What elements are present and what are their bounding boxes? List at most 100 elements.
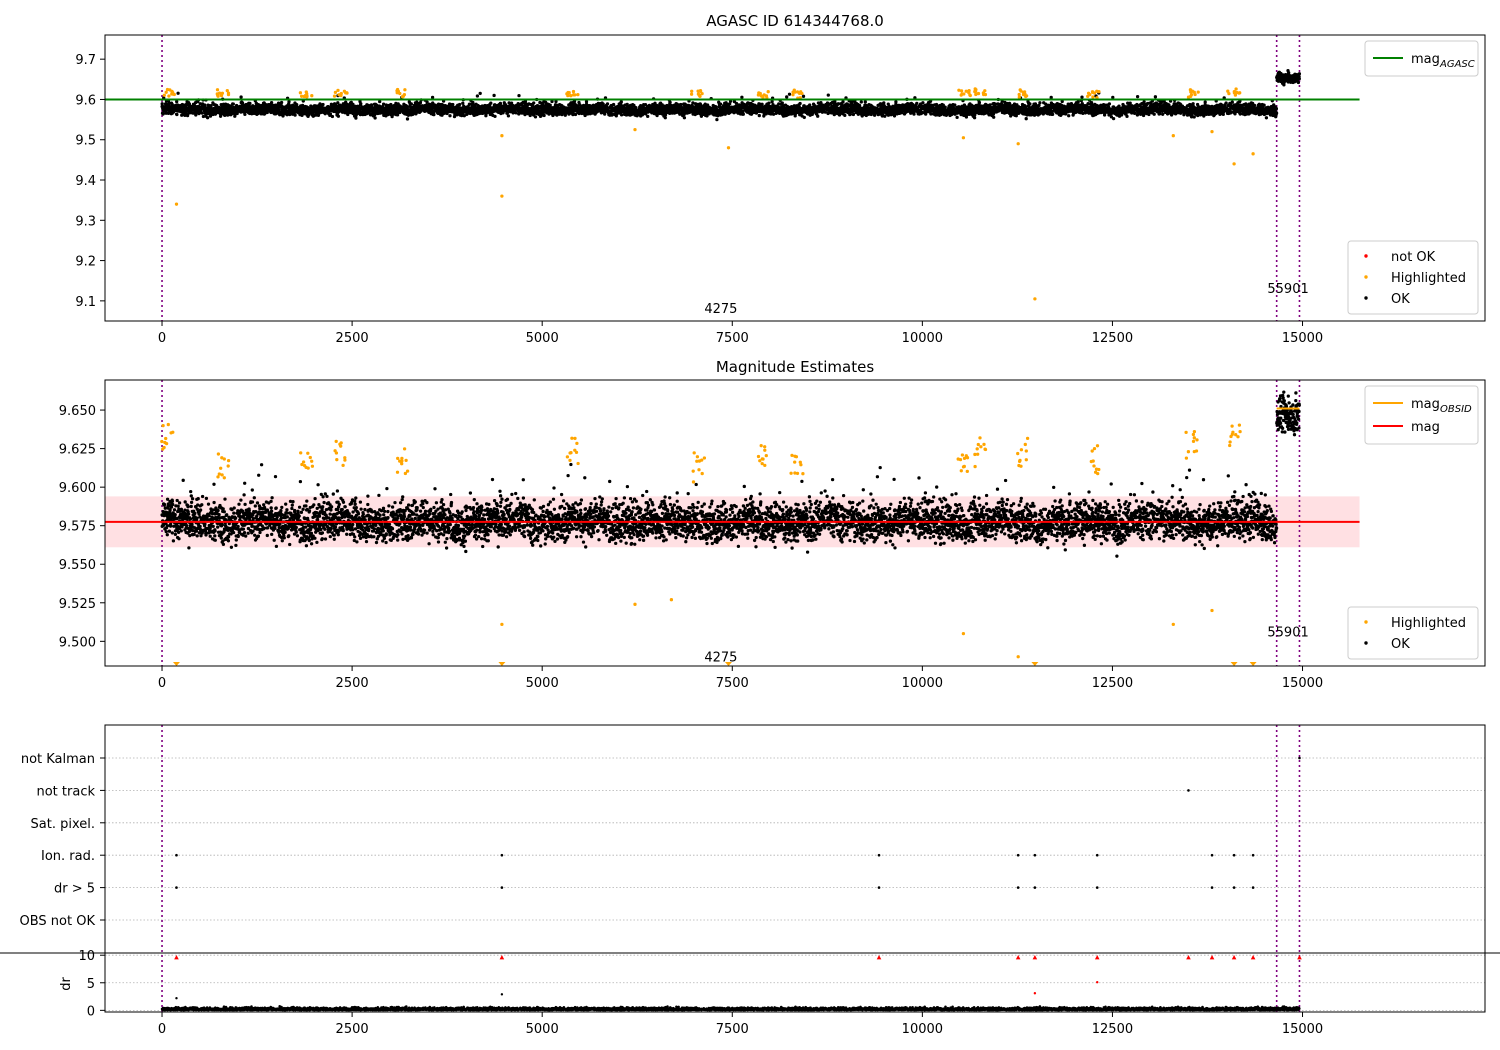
x-tick-label: 0 (158, 331, 166, 346)
dr-clipped-marker (174, 955, 179, 960)
marker-legend-swatch (1364, 641, 1368, 645)
flag-point (1016, 853, 1020, 857)
marker-legend-box (1347, 240, 1479, 315)
marker-legend-swatch (1364, 296, 1368, 300)
ok-points (160, 69, 1302, 122)
x-tick-label: 2500 (336, 676, 369, 691)
x-tick-label: 15000 (1282, 1022, 1323, 1037)
x-tick-label: 15000 (1282, 676, 1323, 691)
y-tick-label: 9.500 (59, 635, 96, 650)
x-tick-label: 2500 (336, 1022, 369, 1037)
flag-point (1095, 853, 1099, 857)
obsid-label: 4275 (704, 302, 737, 317)
panel-estimates-axes: 4275 55901 0 2500 5000 7500 10000 12500 15000 9.5… (59, 379, 1486, 691)
flag-point (175, 886, 178, 889)
x-tick-label: 12500 (1092, 331, 1133, 346)
line-legend-subscript: AGASC (1439, 59, 1475, 70)
panel-magnitudes-axes: 4275 55901 0 2500 5000 7500 10000 12500 15000 9.1… (75, 34, 1486, 346)
dr-clipped-marker (1231, 955, 1237, 960)
dr-tick-label: 0 (87, 1004, 95, 1019)
marker-legend-label: Highlighted (1391, 271, 1466, 286)
flag-row-label: Ion. rad. (41, 849, 95, 864)
ok-points (160, 390, 1301, 558)
plot-frame (104, 34, 1486, 322)
clipped-point-marker (1249, 662, 1257, 666)
flag-row-label: not Kalman (21, 752, 95, 767)
dr-clipped-marker (499, 955, 505, 960)
dr-outlier-point (500, 993, 504, 996)
obsid-label: 4275 (704, 650, 737, 665)
flag-point (1232, 886, 1236, 889)
x-tick-label: 10000 (902, 676, 943, 691)
flag-row-label: Sat. pixel. (31, 817, 95, 832)
flag-point (500, 886, 504, 889)
panel-estimates-data (105, 380, 1360, 666)
y-tick-label: 9.2 (75, 255, 96, 270)
marker-legend-box (1347, 606, 1479, 660)
flag-point (1251, 886, 1255, 889)
x-tick-label: 5000 (526, 676, 559, 691)
highlighted-points (162, 87, 1255, 301)
y-tick-label: 9.7 (75, 53, 96, 68)
chart-title-magnitudes: AGASC ID 614344768.0 (706, 12, 884, 30)
y-tick-label: 9.1 (75, 295, 96, 310)
flag-row-label: OBS not OK (20, 914, 96, 929)
flag-point (1095, 886, 1099, 889)
dr-outlier-point (1033, 992, 1037, 995)
clipped-point-marker (498, 662, 506, 666)
dr-outlier-point (175, 997, 178, 1000)
clipped-point-marker (724, 662, 732, 666)
y-tick-label: 9.4 (75, 174, 96, 189)
flag-row-label: not track (36, 784, 95, 799)
flag-point (1298, 756, 1301, 760)
dr-clipped-marker (1094, 955, 1100, 960)
panel-flags-axes: not Kalman not track Sat. pixel. Ion. rad. d… (0, 724, 1500, 1037)
line-legend-label: mag (1411, 397, 1440, 412)
clipped-point-marker (1230, 662, 1238, 666)
obsid-label: 55901 (1267, 282, 1308, 297)
line-legend-box (1364, 40, 1479, 77)
flag-point (1210, 853, 1214, 857)
dr-tick-label: 10 (78, 949, 95, 964)
flag-point (1033, 853, 1037, 857)
flag-point (1232, 853, 1236, 857)
plot-frame (104, 379, 1486, 667)
x-tick-label: 7500 (716, 676, 749, 691)
line-legend-box (1364, 385, 1479, 445)
marker-legend-label: OK (1391, 637, 1410, 652)
marker-legend-swatch (1364, 275, 1368, 279)
marker-legend-swatch (1364, 620, 1368, 624)
clipped-point-marker (172, 662, 180, 666)
dr-clipped-marker (1297, 955, 1302, 960)
plot-frame (104, 724, 1486, 1013)
line-legend-label: mag (1411, 420, 1440, 435)
x-tick-label: 10000 (902, 331, 943, 346)
x-tick-label: 0 (158, 1022, 166, 1037)
y-tick-label: 9.6 (75, 93, 96, 108)
panel-flags-data (105, 725, 1485, 1012)
x-tick-label: 0 (158, 676, 166, 691)
dr-axis-label: dr (59, 977, 74, 991)
flag-point (877, 886, 881, 889)
flag-point (1210, 886, 1214, 889)
chart-title-estimates: Magnitude Estimates (716, 358, 874, 376)
x-tick-label: 7500 (716, 1022, 749, 1037)
x-tick-label: 10000 (902, 1022, 943, 1037)
flag-row-label: dr > 5 (54, 882, 95, 897)
dr-clipped-marker (1209, 955, 1215, 960)
marker-legend-swatch (1364, 254, 1368, 258)
flag-point (1016, 886, 1020, 889)
flag-point (175, 853, 178, 857)
flag-point (877, 853, 881, 857)
marker-legend-label: OK (1391, 292, 1410, 307)
highlighted-points (160, 422, 1242, 659)
flag-point (500, 853, 504, 857)
dr-clipped-marker (876, 955, 882, 960)
x-tick-label: 15000 (1282, 331, 1323, 346)
dr-outlier-point (1096, 981, 1099, 984)
dr-clipped-marker (1250, 955, 1256, 960)
marker-legend-label: Highlighted (1391, 616, 1466, 631)
y-tick-label: 9.575 (59, 520, 96, 535)
y-tick-label: 9.5 (75, 134, 96, 149)
